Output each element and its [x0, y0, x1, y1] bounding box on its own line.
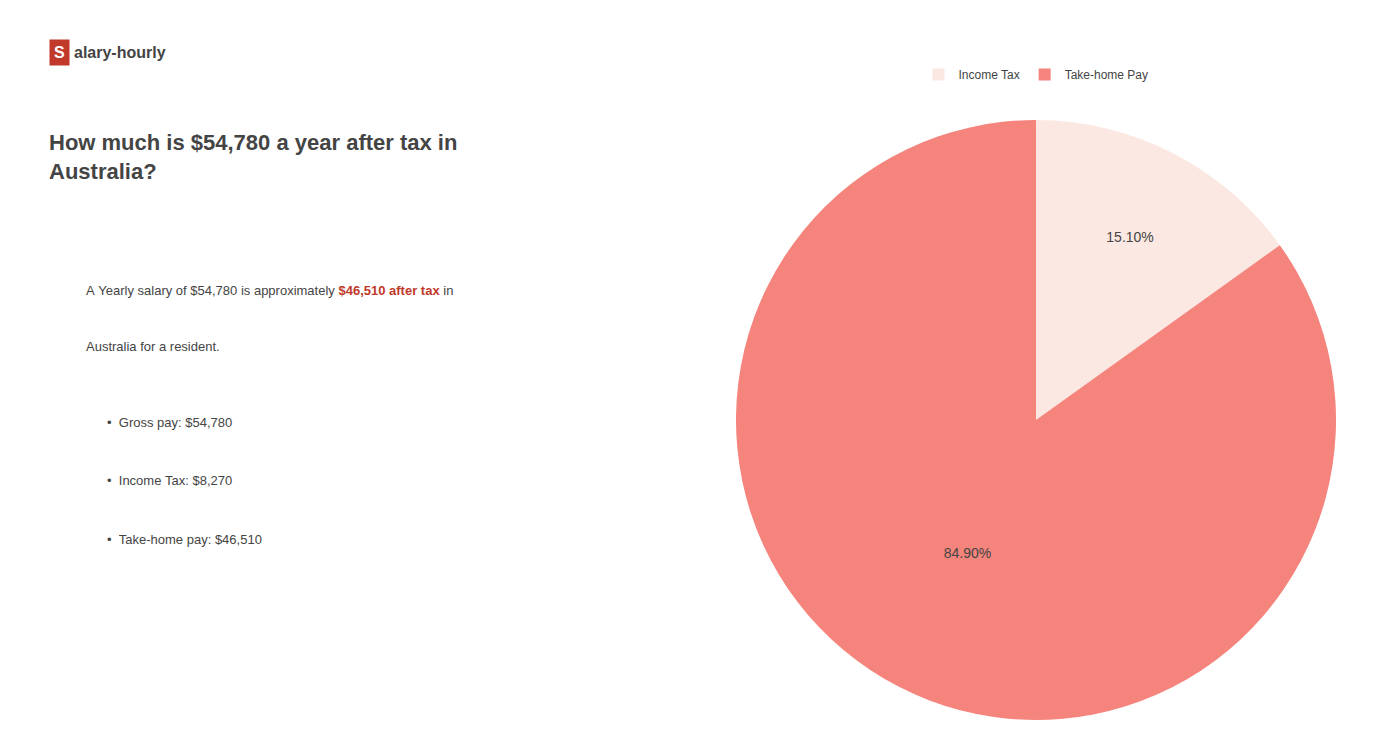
svg-text:• Take-home pay: $46,510: • Take-home pay: $46,510	[107, 532, 262, 547]
svg-text:How much is $54,780 a year aft: How much is $54,780 a year after tax inA…	[49, 130, 457, 184]
svg-text:S: S	[54, 44, 65, 61]
svg-text:15.10%: 15.10%	[1106, 229, 1153, 245]
svg-text:alary-hourly: alary-hourly	[74, 44, 166, 61]
svg-text:• Gross pay: $54,780: • Gross pay: $54,780	[107, 415, 232, 430]
svg-text:A Yearly salary of $54,780 is: A Yearly salary of $54,780 is approximat…	[86, 283, 453, 298]
svg-text:Income Tax: Income Tax	[959, 68, 1020, 82]
svg-text:Take-home Pay: Take-home Pay	[1065, 68, 1148, 82]
svg-text:Australia for a resident.: Australia for a resident.	[86, 339, 220, 354]
svg-text:84.90%: 84.90%	[944, 545, 991, 561]
svg-text:• Income Tax: $8,270: • Income Tax: $8,270	[107, 473, 232, 488]
